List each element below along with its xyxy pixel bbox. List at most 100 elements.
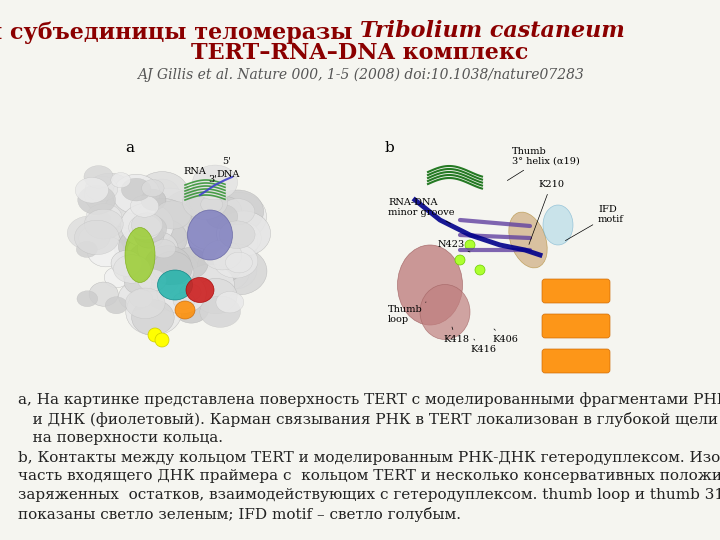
Ellipse shape	[166, 241, 205, 273]
Ellipse shape	[123, 251, 181, 299]
Ellipse shape	[153, 252, 192, 285]
Ellipse shape	[397, 245, 462, 325]
Ellipse shape	[173, 293, 194, 309]
Ellipse shape	[420, 285, 470, 340]
Ellipse shape	[136, 214, 185, 254]
Ellipse shape	[141, 191, 171, 215]
Ellipse shape	[67, 216, 111, 250]
Ellipse shape	[135, 240, 170, 269]
Ellipse shape	[170, 225, 195, 246]
Ellipse shape	[140, 219, 186, 256]
Ellipse shape	[217, 211, 271, 256]
FancyBboxPatch shape	[542, 279, 610, 303]
Ellipse shape	[129, 210, 186, 258]
Ellipse shape	[135, 231, 180, 268]
Text: RNA-DNA
minor groove: RNA-DNA minor groove	[388, 198, 454, 224]
Ellipse shape	[210, 247, 267, 295]
Ellipse shape	[138, 269, 166, 292]
Ellipse shape	[212, 251, 257, 289]
Ellipse shape	[146, 237, 174, 260]
Ellipse shape	[76, 241, 97, 258]
Ellipse shape	[207, 192, 266, 241]
Ellipse shape	[161, 249, 191, 275]
Ellipse shape	[86, 204, 122, 231]
Ellipse shape	[206, 196, 242, 226]
Ellipse shape	[216, 292, 244, 313]
Text: b: b	[385, 141, 395, 155]
Ellipse shape	[182, 185, 228, 219]
Ellipse shape	[119, 227, 166, 266]
Ellipse shape	[85, 176, 118, 201]
Ellipse shape	[162, 189, 221, 239]
Ellipse shape	[84, 173, 135, 215]
Ellipse shape	[84, 209, 123, 239]
Ellipse shape	[152, 239, 176, 258]
Text: Thumb
3° helix (α19): Thumb 3° helix (α19)	[508, 146, 580, 180]
Text: K418: K418	[443, 327, 469, 344]
Ellipse shape	[186, 278, 214, 302]
Ellipse shape	[159, 201, 217, 249]
Ellipse shape	[131, 215, 167, 242]
Ellipse shape	[166, 260, 194, 284]
Text: IFD
motif: IFD motif	[565, 205, 624, 241]
FancyBboxPatch shape	[542, 349, 610, 373]
Ellipse shape	[190, 227, 229, 260]
Ellipse shape	[131, 213, 163, 237]
Ellipse shape	[125, 288, 165, 319]
Ellipse shape	[87, 236, 125, 267]
Circle shape	[465, 240, 475, 250]
Text: Tribolium castaneum: Tribolium castaneum	[360, 20, 625, 42]
Ellipse shape	[543, 205, 573, 245]
Ellipse shape	[122, 178, 151, 201]
Circle shape	[475, 265, 485, 275]
Ellipse shape	[143, 188, 197, 233]
Text: Thumb
loop: Thumb loop	[388, 302, 426, 324]
Ellipse shape	[201, 196, 222, 213]
Ellipse shape	[168, 254, 198, 279]
Ellipse shape	[89, 211, 111, 227]
Text: RNA: RNA	[183, 167, 206, 176]
Text: DNA: DNA	[216, 170, 239, 179]
Ellipse shape	[212, 190, 264, 233]
Ellipse shape	[184, 207, 209, 228]
Ellipse shape	[143, 268, 194, 310]
Ellipse shape	[185, 264, 235, 305]
Ellipse shape	[191, 259, 227, 289]
Ellipse shape	[74, 220, 119, 255]
Ellipse shape	[209, 222, 258, 264]
Ellipse shape	[203, 252, 250, 291]
Circle shape	[155, 333, 169, 347]
Ellipse shape	[138, 232, 178, 266]
Ellipse shape	[105, 189, 152, 228]
Ellipse shape	[149, 220, 184, 249]
Ellipse shape	[197, 247, 242, 285]
Ellipse shape	[117, 226, 176, 275]
Ellipse shape	[192, 165, 238, 200]
Ellipse shape	[78, 185, 116, 214]
Ellipse shape	[86, 215, 117, 242]
Ellipse shape	[175, 301, 195, 319]
Ellipse shape	[158, 270, 192, 300]
Text: a, На картинке представлена поверхность TERT с моделированными фрагментами РНК (: a, На картинке представлена поверхность …	[18, 392, 720, 445]
Ellipse shape	[180, 284, 201, 300]
Ellipse shape	[217, 245, 251, 274]
Ellipse shape	[161, 226, 204, 263]
Text: K416: K416	[470, 339, 496, 354]
Ellipse shape	[77, 291, 98, 307]
Ellipse shape	[135, 224, 164, 248]
Ellipse shape	[143, 241, 172, 266]
Ellipse shape	[213, 244, 258, 278]
Ellipse shape	[203, 240, 242, 270]
Ellipse shape	[157, 273, 206, 314]
Ellipse shape	[142, 179, 164, 197]
Ellipse shape	[145, 246, 191, 284]
Ellipse shape	[129, 215, 161, 240]
Ellipse shape	[112, 174, 160, 214]
Ellipse shape	[84, 166, 113, 188]
Ellipse shape	[201, 220, 236, 250]
Ellipse shape	[143, 239, 199, 286]
Ellipse shape	[222, 222, 261, 255]
Text: Модель каталитической субъединицы теломеразы: Модель каталитической субъединицы теломе…	[0, 20, 360, 44]
Ellipse shape	[128, 198, 179, 240]
Text: TERT–RNA–DNA комплекс: TERT–RNA–DNA комплекс	[192, 42, 528, 64]
